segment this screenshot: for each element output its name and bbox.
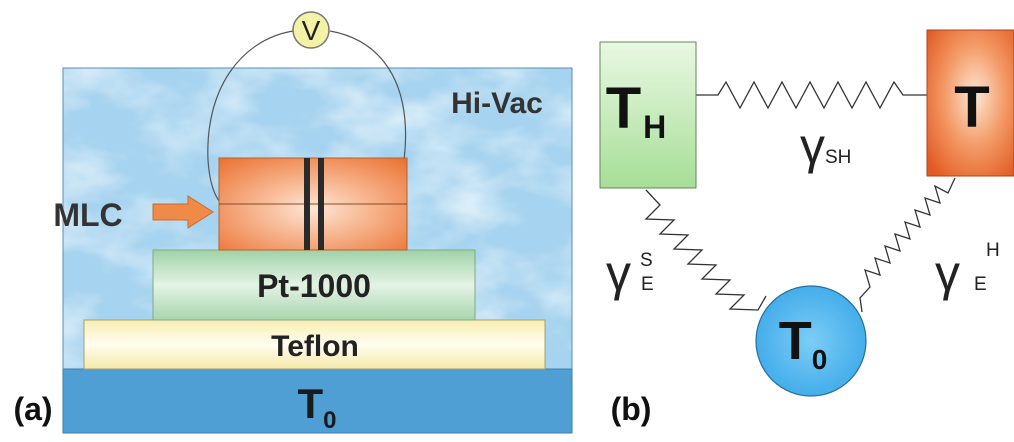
coupling-top-label: γSH bbox=[800, 118, 851, 174]
panel-b-label: (b) bbox=[611, 391, 652, 427]
panel-a: V T0 Teflon Pt-1000 MLC Hi-Vac (a) bbox=[13, 11, 573, 434]
coupling-left-label: γ bbox=[606, 245, 631, 301]
node-heater-label: TH bbox=[606, 76, 667, 145]
voltmeter-circle bbox=[292, 11, 330, 49]
hi-vac-label: Hi-Vac bbox=[451, 87, 543, 120]
coupling-right-subscript: E bbox=[974, 274, 987, 295]
mlc-arrow bbox=[152, 195, 214, 229]
pt1000-layer bbox=[152, 249, 476, 321]
node-sample-label: T bbox=[954, 75, 989, 140]
teflon-label: Teflon bbox=[271, 330, 359, 363]
panel-a-label: (a) bbox=[13, 391, 52, 427]
voltmeter-wire-left bbox=[207, 30, 294, 211]
pt1000-label: Pt-1000 bbox=[257, 268, 371, 304]
node-heater bbox=[599, 41, 697, 189]
base-layer-label: T0 bbox=[297, 380, 336, 434]
voltmeter-symbol: V bbox=[302, 15, 321, 46]
spring-right bbox=[859, 177, 956, 313]
coupling-right-label: γ bbox=[935, 245, 960, 301]
coupling-right-superscript: H bbox=[986, 240, 1000, 261]
mlc-label: MLC bbox=[53, 197, 122, 233]
capacitor-plate-right bbox=[318, 158, 324, 250]
teflon-layer bbox=[83, 319, 546, 370]
capacitor-plate-left bbox=[304, 158, 310, 250]
node-bath bbox=[755, 285, 867, 397]
coupling-left-superscript: S bbox=[640, 250, 653, 271]
spring-top bbox=[696, 80, 927, 110]
coupling-left-subscript: E bbox=[641, 274, 654, 295]
spring-left bbox=[644, 189, 767, 311]
panel-b: TH T T0 γSH γ S E γ H E (b) bbox=[599, 29, 1014, 427]
node-sample bbox=[926, 29, 1014, 177]
node-bath-label: T0 bbox=[779, 311, 828, 375]
